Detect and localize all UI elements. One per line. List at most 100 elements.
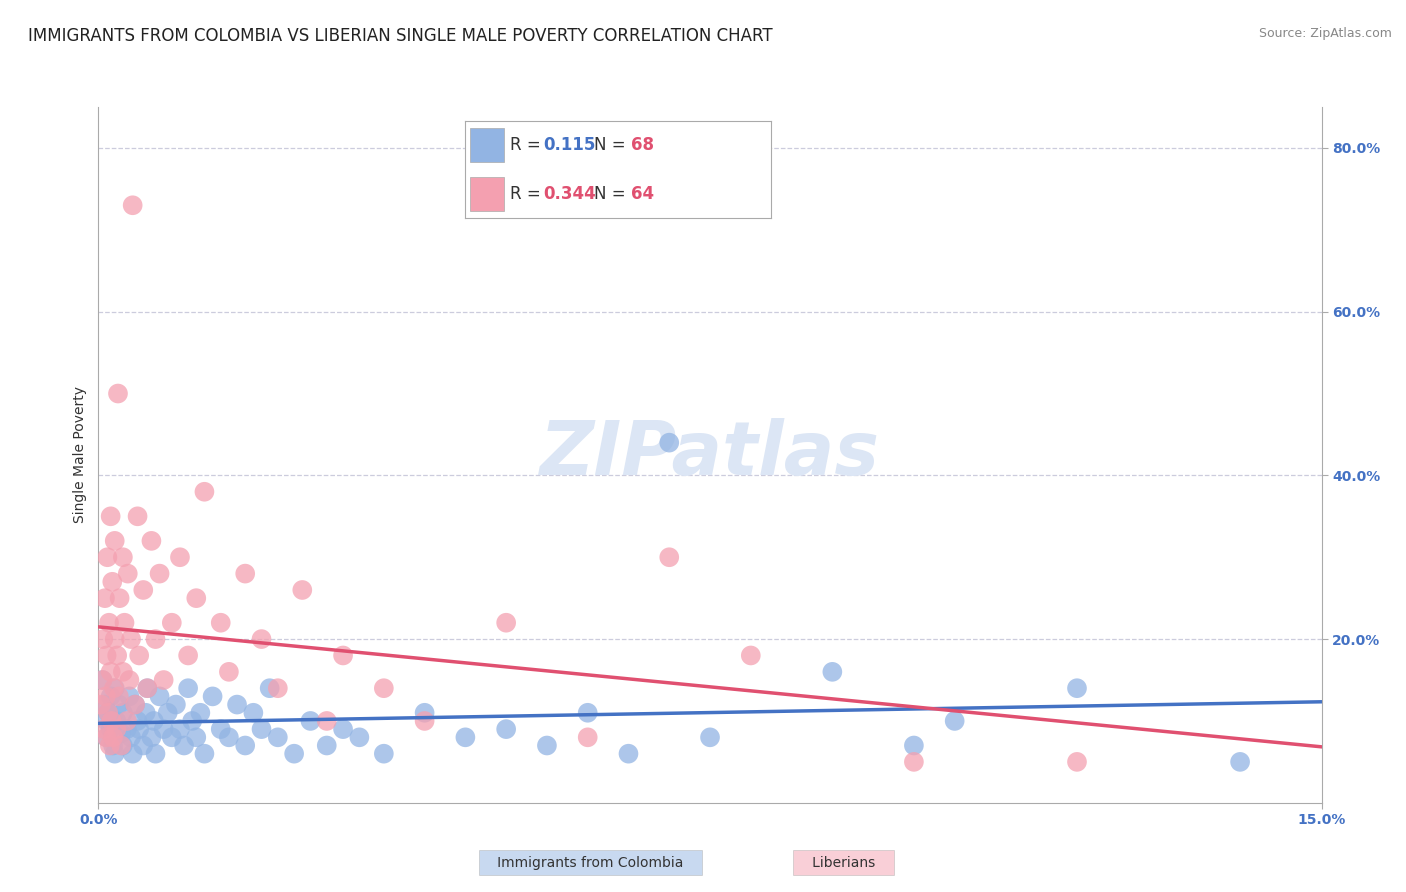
Point <box>259 681 281 696</box>
Point <box>193 747 215 761</box>
Point <box>104 681 127 696</box>
Point <box>100 714 122 728</box>
Point <box>173 739 195 753</box>
Point <box>152 722 174 736</box>
Point <box>93 722 115 736</box>
Point <box>111 665 134 679</box>
Point <box>160 731 183 745</box>
Point <box>105 714 128 728</box>
Point <box>104 533 127 548</box>
Point <box>250 722 273 736</box>
Point <box>128 648 150 663</box>
Point <box>188 706 212 720</box>
Point <box>169 722 191 736</box>
Point <box>97 706 120 720</box>
Point <box>299 714 322 728</box>
Point <box>145 747 167 761</box>
Point <box>283 747 305 761</box>
Point <box>454 731 477 745</box>
Point <box>98 739 121 753</box>
Point <box>142 714 165 728</box>
Point <box>128 722 150 736</box>
Point <box>1229 755 1251 769</box>
Point <box>118 690 141 704</box>
Point <box>152 673 174 687</box>
Point <box>233 566 256 581</box>
Point <box>658 550 681 565</box>
Point <box>136 681 159 696</box>
Point <box>332 648 354 663</box>
Point <box>90 698 112 712</box>
Point <box>110 739 132 753</box>
Point <box>124 698 146 712</box>
Point <box>181 714 204 728</box>
Point <box>107 386 129 401</box>
Point <box>100 509 122 524</box>
Point <box>315 714 337 728</box>
Point <box>108 690 131 704</box>
Point <box>101 574 124 589</box>
Point <box>117 566 139 581</box>
Point <box>104 747 127 761</box>
Point <box>576 731 599 745</box>
Point <box>349 731 371 745</box>
Point <box>96 648 118 663</box>
Point <box>169 550 191 565</box>
Point <box>193 484 215 499</box>
Point <box>149 566 172 581</box>
Point <box>91 673 114 687</box>
Point <box>96 550 118 565</box>
Point <box>96 731 118 745</box>
Point <box>94 698 117 712</box>
Point <box>120 731 142 745</box>
Point <box>536 739 558 753</box>
Point <box>218 731 240 745</box>
Point <box>177 648 200 663</box>
Point <box>101 739 124 753</box>
Point <box>242 706 264 720</box>
Text: Liberians: Liberians <box>799 855 889 870</box>
Point <box>97 706 120 720</box>
Point <box>104 632 127 646</box>
Point <box>373 747 395 761</box>
Point <box>127 509 149 524</box>
Point <box>209 722 232 736</box>
Text: IMMIGRANTS FROM COLOMBIA VS LIBERIAN SINGLE MALE POVERTY CORRELATION CHART: IMMIGRANTS FROM COLOMBIA VS LIBERIAN SIN… <box>28 27 773 45</box>
Point <box>94 690 117 704</box>
Point <box>332 722 354 736</box>
Point <box>101 731 124 745</box>
Point <box>105 722 128 736</box>
Point <box>111 739 134 753</box>
Point <box>111 706 134 720</box>
Point <box>141 731 163 745</box>
Text: Immigrants from Colombia: Immigrants from Colombia <box>484 855 697 870</box>
Point <box>165 698 187 712</box>
Point <box>903 755 925 769</box>
Point <box>120 632 142 646</box>
Point <box>145 632 167 646</box>
Point <box>495 615 517 630</box>
Point <box>267 731 290 745</box>
Point <box>132 582 155 597</box>
Point <box>1066 755 1088 769</box>
Point <box>124 698 146 712</box>
Point <box>226 698 249 712</box>
Point <box>233 739 256 753</box>
Point <box>495 722 517 736</box>
Point <box>903 739 925 753</box>
Point <box>413 714 436 728</box>
Point <box>110 726 132 740</box>
Point <box>160 615 183 630</box>
Point <box>699 731 721 745</box>
Point <box>108 698 131 712</box>
Point <box>108 591 131 606</box>
Point <box>186 731 208 745</box>
Point <box>94 591 117 606</box>
Point <box>127 714 149 728</box>
Point <box>413 706 436 720</box>
Point <box>740 648 762 663</box>
Point <box>943 714 966 728</box>
Point <box>121 198 143 212</box>
Point <box>201 690 224 704</box>
Point <box>91 673 114 687</box>
